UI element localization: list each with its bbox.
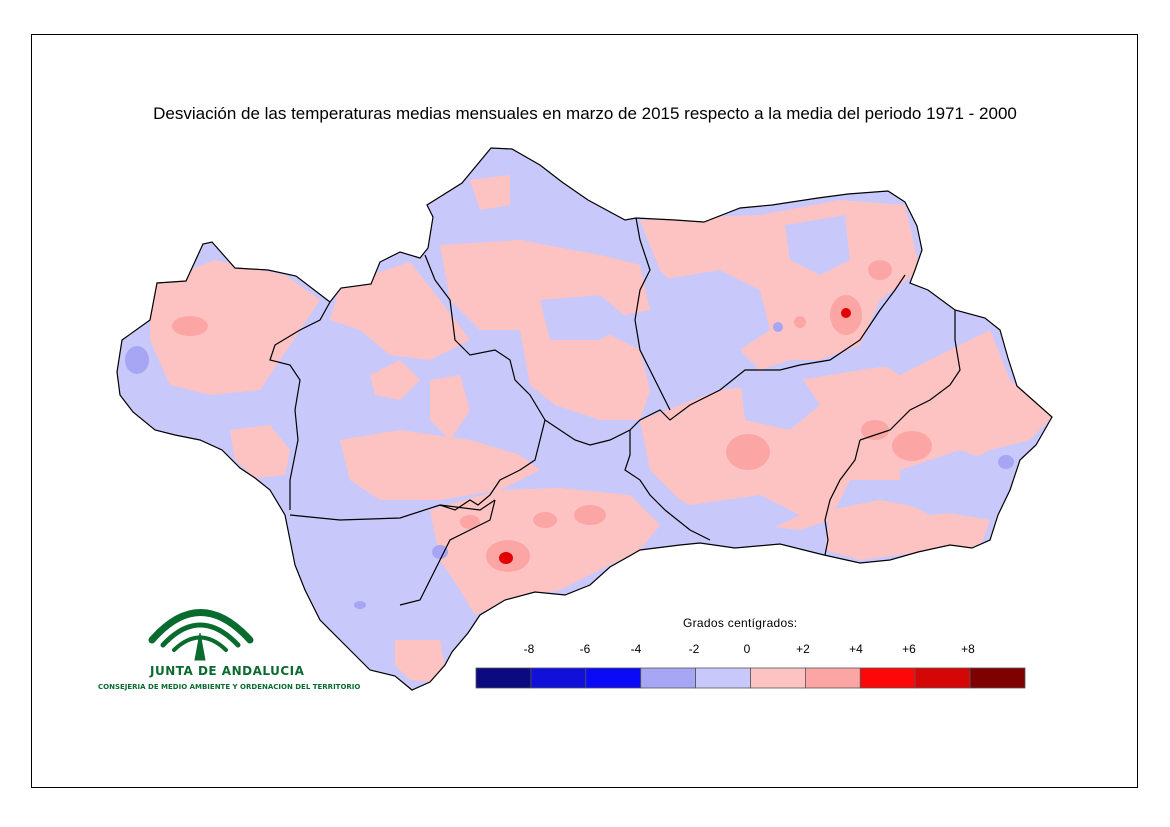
- legend-tick-label: +6: [902, 642, 916, 656]
- legend-swatch: [859, 667, 916, 689]
- legend-tick-label: 0: [743, 642, 751, 656]
- legend-swatch: [695, 667, 751, 689]
- cool-anomaly-zones: [125, 322, 1014, 609]
- legend-tick-label: +4: [849, 642, 863, 656]
- legend-tick-label: -2: [688, 642, 700, 656]
- map-frame: [31, 34, 1138, 788]
- legend-swatch: [805, 667, 861, 689]
- logo-name: JUNTA DE ANDALUCIA: [150, 664, 305, 678]
- legend-swatch: [969, 667, 1026, 689]
- map-title: Desviación de las temperaturas medias me…: [153, 104, 1017, 123]
- legend-swatch: [530, 667, 587, 689]
- legend-swatch: [640, 667, 697, 689]
- legend-tick-label: +2: [796, 642, 810, 656]
- legend-tick-label: -6: [579, 642, 591, 656]
- province-borders: [269, 217, 961, 606]
- negative-anomaly-zones: [540, 215, 1000, 535]
- legend-swatch: [914, 667, 971, 689]
- legend-tick-label: -8: [523, 642, 535, 656]
- logo-subtitle: CONSEJERIA DE MEDIO AMBIENTE Y ORDENACIO…: [98, 683, 361, 691]
- legend-swatch: [475, 667, 532, 689]
- legend-title: Grados centígrados:: [683, 616, 798, 630]
- logo-emblem: [148, 609, 254, 661]
- legend-tick-label: -4: [630, 642, 642, 656]
- legend-scale: [475, 667, 1026, 689]
- legend-swatch: [750, 667, 806, 689]
- legend-swatch: [585, 667, 642, 689]
- hot-spots: [499, 308, 851, 564]
- legend-tick-label: +8: [961, 642, 975, 656]
